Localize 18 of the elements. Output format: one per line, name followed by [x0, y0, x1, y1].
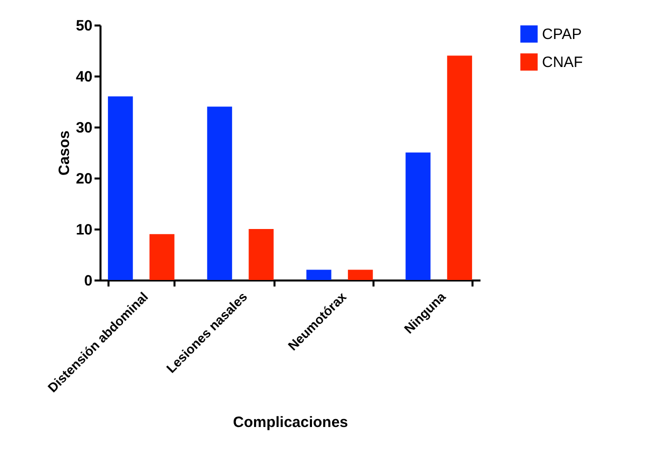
y-tick-label: 0: [84, 272, 92, 290]
bar: [406, 152, 431, 280]
y-tick-label: 20: [76, 170, 92, 188]
bar: [149, 234, 174, 280]
bar: [348, 270, 373, 280]
x-axis-title: Complicaciones: [232, 414, 348, 432]
bar: [108, 96, 133, 280]
legend-label: CNAF: [542, 54, 583, 71]
y-tick-label: 30: [76, 120, 92, 136]
legend-label: CPAP: [542, 26, 582, 43]
bar: [207, 106, 232, 280]
bar: [447, 56, 472, 280]
y-axis-title: Casos: [56, 130, 73, 176]
y-tick-label: 40: [76, 68, 92, 86]
bar: [248, 229, 274, 280]
y-tick-label: 50: [76, 18, 92, 34]
y-tick-label: 10: [76, 222, 92, 238]
bar: [306, 270, 332, 280]
